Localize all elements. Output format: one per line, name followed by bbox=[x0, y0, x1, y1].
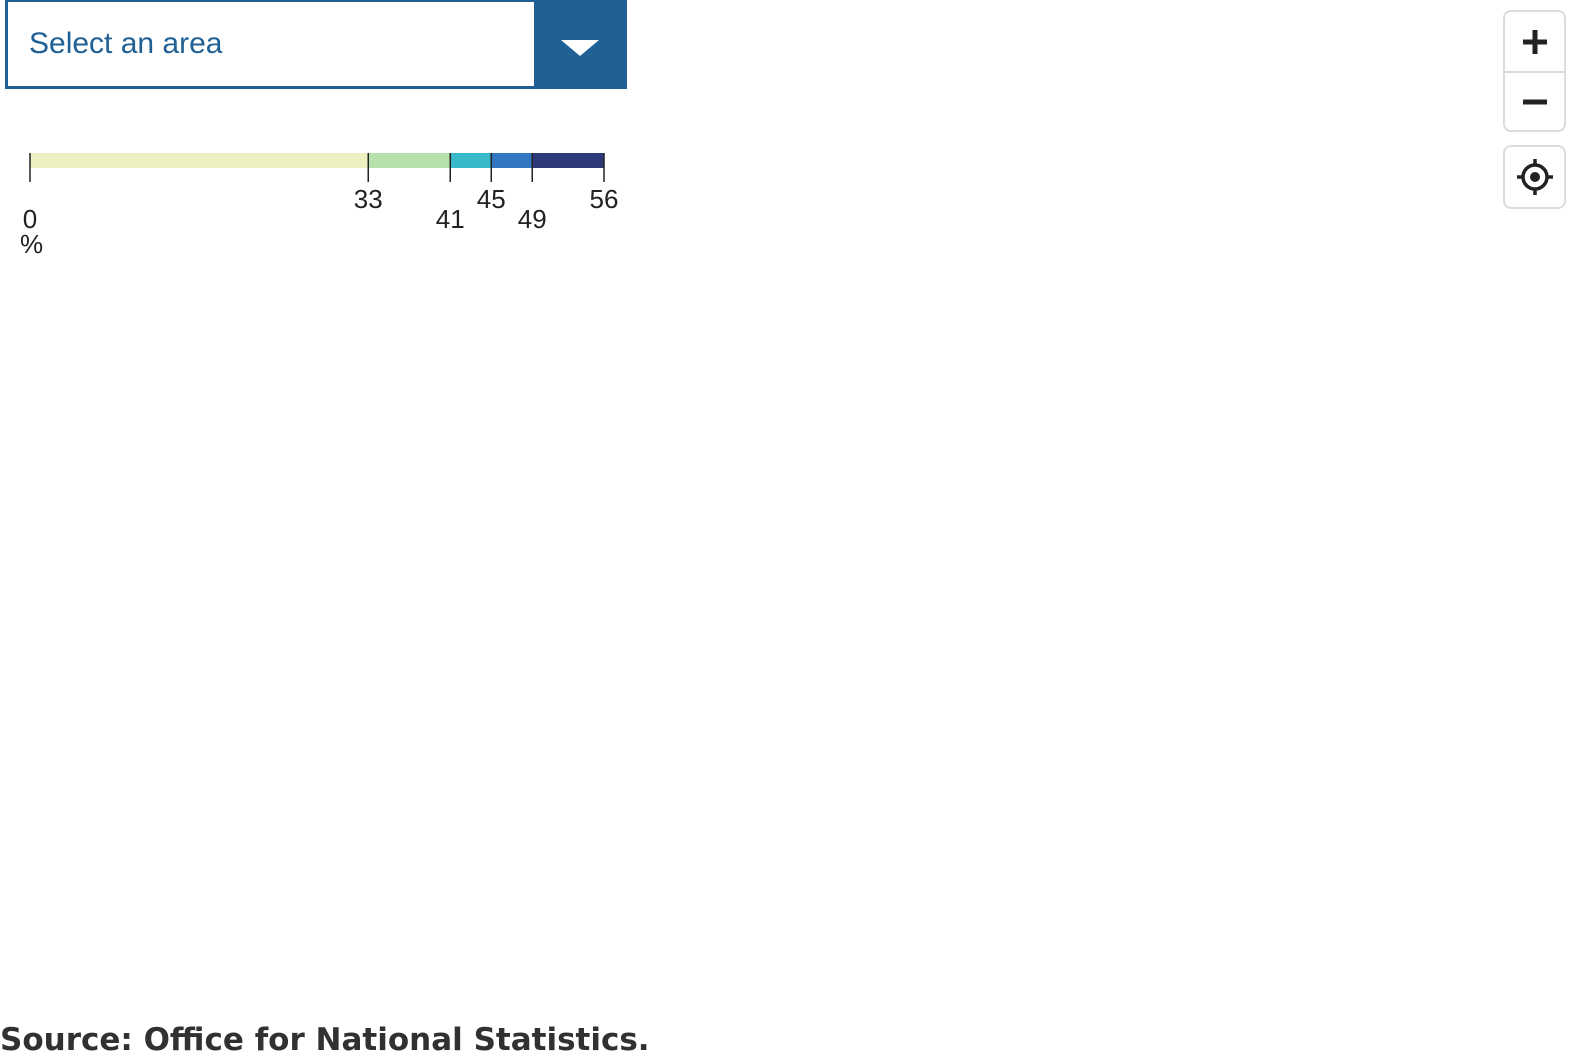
minus-icon bbox=[1522, 99, 1547, 104]
locate-button[interactable] bbox=[1503, 145, 1566, 209]
legend: 0 33 41 45 49 56% bbox=[20, 153, 619, 259]
chevron-down-icon bbox=[561, 40, 599, 56]
area-select-placeholder: Select an area bbox=[29, 27, 223, 60]
plus-icon bbox=[1522, 29, 1547, 54]
source-note: Source: Office for National Statistics. bbox=[0, 1022, 650, 1058]
legend-tick-label: 41 bbox=[436, 204, 465, 234]
zoom-controls bbox=[1503, 10, 1566, 132]
legend-band bbox=[450, 153, 492, 168]
zoom-in-button[interactable] bbox=[1505, 12, 1564, 73]
legend-tick-label: 49 bbox=[518, 204, 547, 234]
legend-tick-label: 45 bbox=[477, 184, 506, 214]
legend-tick-label: 56 bbox=[590, 184, 619, 214]
legend-band bbox=[491, 153, 533, 168]
legend-band bbox=[368, 153, 451, 168]
legend-unit-label: % bbox=[20, 229, 43, 259]
legend-tick-label: 0 bbox=[23, 204, 37, 234]
crosshair-icon bbox=[1516, 159, 1553, 195]
legend-band bbox=[532, 153, 604, 168]
legend-band bbox=[30, 153, 369, 168]
area-select-dropdown[interactable]: Select an area bbox=[5, 0, 627, 89]
zoom-out-button[interactable] bbox=[1505, 72, 1564, 130]
legend-tick-label: 33 bbox=[354, 184, 383, 214]
area-select-toggle-button[interactable] bbox=[534, 0, 627, 89]
